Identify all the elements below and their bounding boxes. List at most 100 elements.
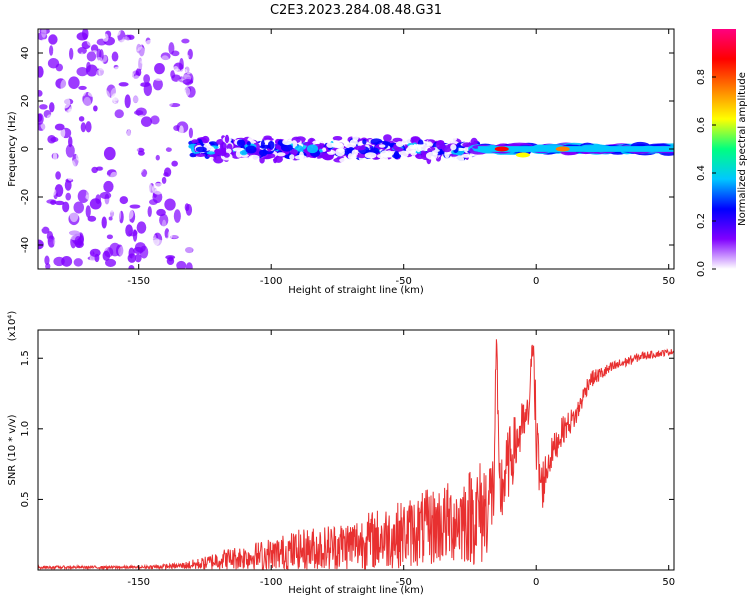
spectrogram-cell [85,189,91,200]
spectrogram-cell [168,194,177,199]
spectrogram-cell [321,147,327,152]
spectrogram-cell [155,154,160,161]
spectrogram-cell [332,135,343,141]
spectrogram-cell [55,171,61,180]
spectrogram-cell [108,30,121,37]
colorbar-ticks: 0.0 0.2 0.4 0.6 0.8 [696,69,716,277]
spectrogram-cell [78,85,87,90]
spectrogram-cell [161,158,168,166]
spectrogram-cell [160,55,170,65]
spectrogram-cell [58,47,71,60]
spectrogram-cell [407,144,418,154]
spectrogram-cell [154,62,165,75]
spectrogram-cell [127,171,139,182]
spectrogram-cell [176,260,187,269]
spectrogram-cell [167,230,173,240]
spectrogram-cell [131,190,137,202]
spectrogram-cell [317,152,329,158]
spectrogram-x-tick-label: 50 [662,276,675,287]
spectrogram-cell [99,243,107,252]
spectrogram-cell [169,241,182,256]
spectrogram-cell [130,151,139,164]
spectrogram-cell [70,69,75,76]
spectrogram-cell [135,236,148,245]
spectrogram-cell [349,139,358,146]
spectrogram-cell [184,242,193,255]
spectrogram-carrier-band [477,146,674,152]
spectrogram-cell [59,88,67,96]
spectrogram-cell [148,65,154,77]
spectrogram-cell [47,58,60,69]
spectrogram-cell [44,249,50,258]
spectrogram-cell [339,157,350,163]
spectrogram-cell [112,101,118,109]
spectrogram-cell [38,66,44,78]
spectrogram-cell [38,189,48,196]
snr-x-tick-label: 0 [533,577,539,588]
spectrogram-cell [82,96,92,111]
spectrogram-cell [119,167,131,176]
spectrogram-y-tick-label: 0 [20,146,31,152]
colorbar: 0.0 0.2 0.4 0.6 0.8 Normalized spectral ampl… [696,29,748,277]
spectrogram-cell [188,127,194,139]
spectrogram-cell [121,36,131,50]
spectrogram-y-tick-label: 40 [20,47,31,60]
spectrogram-cell [185,262,193,269]
spectrogram-cell [65,30,75,41]
spectrogram-cell [115,165,124,176]
spectrogram-y-tick-label: -40 [20,237,31,253]
spectrogram-cell [44,255,50,266]
spectrogram-cell [164,198,176,211]
spectrogram-cell [184,246,194,254]
spectrogram-cell [77,47,87,55]
spectrogram-cell [86,61,91,73]
spectrogram-cell [144,183,154,197]
spectrogram-cell [182,79,194,85]
spectrogram-cell [378,144,386,148]
spectrogram-cell [143,74,151,84]
colorbar-tick-label: 0.4 [696,165,707,181]
spectrogram-cell [142,93,150,104]
spectrogram-cell [160,246,171,255]
spectrogram-cell [47,235,56,248]
spectrogram-cell [102,33,109,42]
spectrogram-cell [450,135,462,139]
snr-y-label: SNR (10 * v/v) [7,414,18,485]
spectrogram-cell [50,136,59,143]
spectrogram-cell [470,137,478,147]
spectrogram-cell [82,29,89,40]
spectrogram-cell [98,98,106,110]
spectrogram-cell [456,147,466,151]
snr-x-tick-label: -50 [396,577,412,588]
spectrogram-cell [380,150,389,158]
spectrogram-cell [370,138,383,145]
spectrogram-cell [206,151,216,155]
spectrogram-cell [395,141,404,147]
colorbar-gradient [712,29,736,269]
spectrogram-cell [353,145,366,151]
spectrogram-cell [462,142,472,148]
colorbar-tick-label: 0.6 [696,117,707,133]
spectrogram-cell [161,44,167,55]
spectrogram-cell [85,194,94,200]
spectrogram-cell [114,199,121,204]
spectrogram-cell [46,114,53,121]
spectrogram-cell [38,32,48,41]
snr-x-tick-label: -100 [260,577,283,588]
spectrogram-cell [57,218,69,230]
spectrogram-cell [113,230,125,240]
spectrogram-cell [38,113,44,125]
spectrogram-cell [153,146,163,152]
snr-frame [37,329,675,571]
spectrogram-cell [289,149,298,156]
spectrogram-cell [68,76,80,89]
spectrogram-cell [102,113,111,125]
spectrogram-cell [97,64,109,71]
spectrogram-cell [52,151,58,162]
spectrogram-cell [181,38,190,44]
spectrogram-cell [177,198,184,203]
spectrogram-cell [119,210,124,224]
spectrogram-cell [184,203,190,212]
spectrogram-cell [343,136,348,144]
spectrogram-cell [80,76,90,86]
